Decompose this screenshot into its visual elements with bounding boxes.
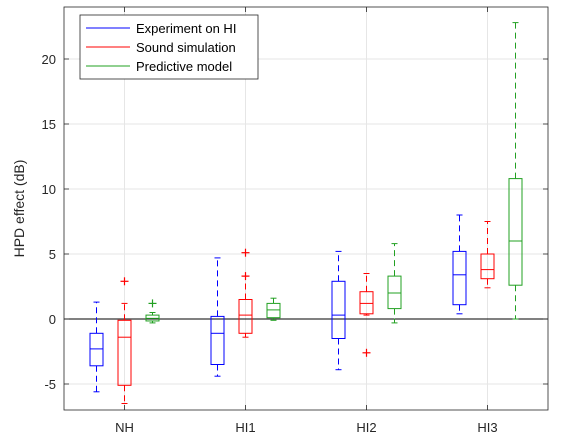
box-body: [452, 250, 467, 306]
y-tick-label: 0: [49, 312, 56, 327]
x-tick-label: HI1: [235, 420, 255, 435]
box-HI3-1: [480, 221, 495, 289]
box-HI1-1: [238, 248, 253, 338]
box-body: [266, 302, 281, 319]
legend: Experiment on HI Sound simulation Predicti…: [79, 14, 259, 80]
y-tick-label: 20: [42, 52, 56, 67]
box-HI3-2: [508, 22, 523, 320]
box-HI1-0: [210, 257, 225, 377]
x-tick-labels: NH HI1 HI2 HI3: [115, 420, 498, 435]
ticks: [64, 7, 548, 410]
box-HI3-0: [452, 214, 467, 315]
y-axis-label: HPD effect (dB): [11, 160, 27, 258]
box-body: [89, 332, 104, 367]
box-body: [331, 280, 346, 339]
box-NH-2: [145, 299, 160, 324]
y-tick-label: 10: [42, 182, 56, 197]
box-body: [387, 275, 402, 310]
legend-label: Predictive model: [136, 59, 232, 74]
boxes: [89, 22, 523, 404]
box-HI2-1: [359, 273, 374, 357]
box-NH-0: [89, 301, 104, 393]
outlier-marker: [241, 272, 250, 281]
outlier-marker: [120, 277, 129, 286]
outlier-marker: [148, 299, 157, 308]
outlier-marker: [241, 248, 250, 257]
box-HI2-2: [387, 243, 402, 324]
box-body: [480, 253, 495, 280]
box-NH-1: [117, 277, 132, 404]
box-body: [359, 291, 374, 315]
legend-label: Experiment on HI: [136, 21, 236, 36]
box-body: [117, 319, 132, 386]
box-HI2-0: [331, 250, 346, 371]
axes-frame: [63, 6, 549, 411]
box-HI1-2: [266, 297, 281, 321]
box-body: [238, 299, 253, 334]
x-tick-label: HI3: [477, 420, 497, 435]
x-tick-label: NH: [115, 420, 134, 435]
box-body: [508, 178, 523, 286]
legend-label: Sound simulation: [136, 40, 236, 55]
box-body: [210, 315, 225, 365]
y-tick-label: 5: [49, 247, 56, 262]
y-tick-label: 15: [42, 117, 56, 132]
y-tick-labels: -5 0 5 10 15 20: [42, 52, 56, 392]
x-tick-label: HI2: [356, 420, 376, 435]
y-tick-label: -5: [44, 377, 56, 392]
outlier-marker: [362, 348, 371, 357]
